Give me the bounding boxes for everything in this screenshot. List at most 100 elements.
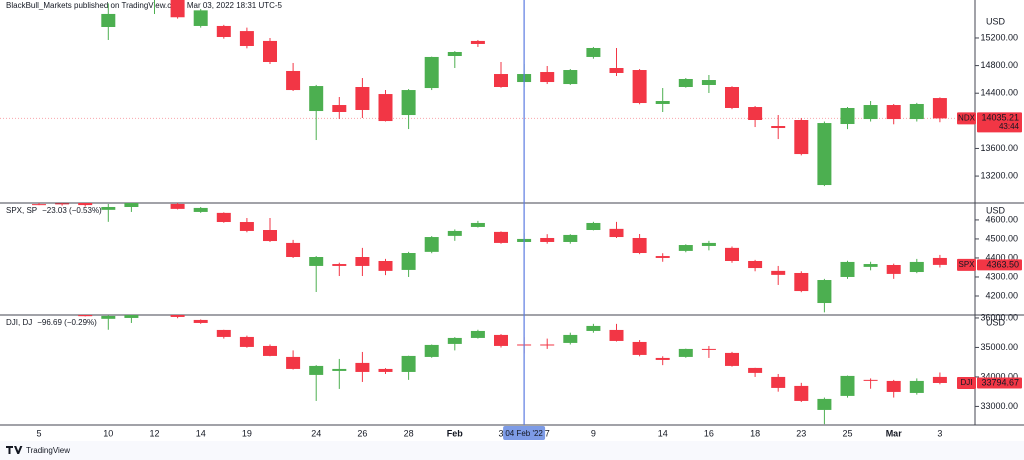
- candle-body: [239, 31, 254, 46]
- candle-body: [286, 70, 301, 91]
- pane-legend: SPX, SP: [6, 206, 37, 215]
- candle-body: [216, 329, 231, 337]
- candles: [78, 315, 947, 425]
- candle-body: [32, 204, 46, 206]
- candle-body: [794, 120, 809, 155]
- candle-body: [771, 126, 786, 129]
- candle-body: [748, 367, 763, 373]
- symbol-label: DJI: [961, 378, 973, 387]
- candle-body: [655, 101, 670, 104]
- y-tick-label: 35000.00: [980, 342, 1018, 352]
- y-tick-label: 13200.00: [980, 170, 1018, 180]
- crosshair-label-bg: [503, 426, 546, 440]
- candle-body: [725, 352, 739, 366]
- candle-body: [863, 105, 878, 120]
- x-tick-label: Feb: [447, 428, 464, 438]
- candle-body: [332, 105, 347, 112]
- x-tick-label: 12: [149, 428, 159, 438]
- candle-body: [701, 242, 716, 246]
- candle-body: [101, 206, 116, 210]
- price-badge: [977, 377, 1022, 389]
- x-tick-label: 24: [311, 428, 321, 438]
- candle-body: [447, 337, 462, 344]
- candle-body: [909, 380, 924, 393]
- candle-body: [170, 0, 185, 18]
- candle-body: [447, 51, 462, 56]
- y-tick-label: 34000.00: [980, 371, 1018, 381]
- x-tick-label: 23: [796, 428, 806, 438]
- candle-body: [355, 87, 370, 110]
- symbol-badge: [957, 112, 976, 125]
- candle-body: [655, 256, 670, 258]
- x-tick-label: 9: [591, 428, 596, 438]
- candle-body: [840, 375, 855, 396]
- y-tick-label: 4600.00: [985, 214, 1018, 224]
- candle-body: [817, 280, 832, 304]
- candle-body: [563, 334, 578, 343]
- candle-body: [678, 245, 693, 251]
- candle-body: [540, 344, 555, 346]
- candle-body: [401, 355, 416, 372]
- candle-body: [725, 247, 739, 261]
- x-tick-label: 3: [498, 428, 503, 438]
- candle-body: [101, 315, 116, 319]
- candle-body: [840, 261, 855, 277]
- candle-body: [78, 203, 93, 206]
- candle-body: [424, 237, 439, 252]
- candle-body: [309, 257, 324, 266]
- candle-body: [78, 315, 93, 317]
- x-tick-label: 16: [704, 428, 714, 438]
- x-tick-label: 28: [404, 428, 414, 438]
- candle-body: [286, 242, 301, 258]
- y-tick-label: 14400.00: [980, 88, 1018, 98]
- candle-body: [540, 72, 555, 83]
- candle-body: [932, 257, 947, 265]
- candle-body: [886, 105, 901, 120]
- candle-body: [494, 334, 508, 346]
- x-tick-label: 26: [357, 428, 367, 438]
- last-price: 33794.67: [981, 377, 1019, 387]
- candle-body: [586, 222, 601, 231]
- publisher-note: BlackBull_Markets published on TradingVi…: [6, 1, 283, 10]
- candle-body: [932, 98, 947, 119]
- candle-body: [494, 74, 508, 87]
- candle-body: [470, 40, 485, 44]
- footer: TradingView: [0, 441, 1024, 460]
- candle-body: [886, 380, 901, 392]
- candle-body: [378, 94, 393, 122]
- x-tick-label: 19: [242, 428, 252, 438]
- y-tick-label: 4300.00: [985, 271, 1018, 281]
- x-tick-label: 18: [750, 428, 760, 438]
- candle-body: [586, 325, 601, 331]
- y-tick-label: 15200.00: [980, 32, 1018, 42]
- candle-body: [286, 356, 301, 369]
- candle-body: [170, 315, 185, 317]
- candle-body: [909, 261, 924, 273]
- symbol-label: SPX: [958, 260, 975, 269]
- candle-body: [401, 90, 416, 116]
- y-tick-label: 33000.00: [980, 401, 1018, 411]
- x-tick-label: 14: [658, 428, 668, 438]
- candle-body: [771, 376, 786, 388]
- candle-body: [170, 203, 185, 209]
- x-tick-label: 5: [36, 428, 41, 438]
- countdown: 43:44: [999, 122, 1020, 131]
- y-tick-label: 4400.00: [985, 252, 1018, 262]
- candle-body: [101, 13, 116, 27]
- y-tick-label: 4200.00: [985, 290, 1018, 300]
- candles: [32, 203, 947, 313]
- candle-body: [563, 70, 578, 85]
- candle-body: [632, 70, 647, 104]
- candle-body: [748, 260, 763, 269]
- last-price: 4363.50: [986, 259, 1019, 269]
- candle-body: [817, 398, 832, 410]
- candle-body: [424, 344, 439, 357]
- candle-body: [817, 123, 832, 186]
- candle-body: [124, 315, 139, 318]
- candle-body: [609, 329, 624, 341]
- candle-body: [932, 376, 947, 383]
- candle-body: [378, 368, 393, 372]
- candle-body: [863, 264, 878, 267]
